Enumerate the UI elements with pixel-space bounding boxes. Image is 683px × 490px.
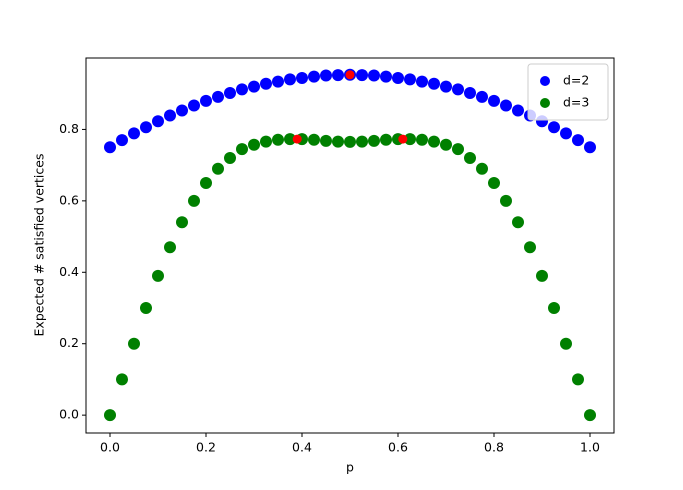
point: [404, 73, 416, 86]
point: [224, 152, 236, 164]
point: [212, 162, 224, 175]
point: [404, 133, 416, 146]
point: [260, 135, 272, 148]
point: [272, 75, 284, 88]
point: [236, 143, 248, 156]
legend-marker: [540, 76, 550, 86]
point: [344, 135, 356, 148]
point: [488, 94, 500, 107]
point: [428, 135, 440, 148]
point: [320, 134, 332, 147]
point: [548, 302, 560, 314]
point: [488, 177, 500, 189]
point: [584, 141, 596, 154]
point: [200, 94, 212, 107]
point: [452, 143, 464, 156]
point: [428, 77, 440, 90]
point: [452, 83, 464, 96]
point: [188, 99, 200, 112]
point: [380, 70, 392, 83]
point: [128, 337, 140, 350]
point: [308, 70, 320, 83]
point: [164, 241, 176, 254]
y-axis-label: Expected # satisfied vertices: [32, 154, 47, 337]
point: [392, 72, 404, 84]
x-tick-label: 0.2: [196, 440, 216, 455]
point: [104, 141, 116, 154]
point: [296, 72, 308, 84]
point: [152, 269, 164, 282]
y-tick-label: 0.8: [59, 121, 79, 136]
point: [500, 194, 512, 207]
y-tick-label: 0.6: [59, 192, 79, 207]
point: [236, 83, 248, 96]
x-tick-label: 0.4: [292, 440, 312, 455]
highlight-point: [345, 70, 355, 80]
point: [248, 138, 260, 151]
point: [476, 90, 488, 103]
point: [560, 127, 572, 140]
point: [272, 133, 284, 146]
point: [308, 133, 320, 146]
point: [572, 373, 584, 386]
legend-marker: [540, 98, 550, 108]
point: [560, 337, 572, 350]
point: [140, 302, 152, 314]
point: [512, 104, 524, 117]
point: [104, 409, 116, 422]
y-tick-label: 0.4: [59, 264, 79, 279]
point: [440, 80, 452, 93]
point: [212, 90, 224, 103]
x-axis-label: p: [346, 460, 354, 475]
y-tick-label: 0.0: [59, 407, 79, 422]
point: [332, 135, 344, 148]
x-tick-label: 0.8: [484, 440, 504, 455]
y-tick-label: 0.2: [59, 335, 79, 350]
point: [284, 133, 296, 146]
point: [116, 134, 128, 147]
point: [176, 216, 188, 229]
point: [368, 69, 380, 82]
point: [356, 135, 368, 148]
point: [176, 104, 188, 117]
point: [188, 194, 200, 207]
point: [152, 115, 164, 128]
point: [536, 269, 548, 282]
x-tick-label: 0.0: [100, 440, 120, 455]
point: [524, 241, 536, 254]
point: [332, 69, 344, 82]
point: [440, 138, 452, 151]
point: [416, 75, 428, 88]
x-tick-label: 1.0: [580, 440, 600, 455]
point: [548, 121, 560, 134]
point: [320, 69, 332, 82]
point: [224, 87, 236, 99]
point: [416, 133, 428, 146]
point: [380, 133, 392, 146]
highlight-point: [398, 134, 408, 144]
legend-label: d=3: [563, 95, 589, 110]
point: [368, 134, 380, 147]
point: [476, 162, 488, 175]
point: [572, 134, 584, 147]
point: [200, 177, 212, 189]
point: [128, 127, 140, 140]
point: [356, 69, 368, 82]
legend-label: d=2: [563, 73, 589, 88]
point: [584, 409, 596, 422]
plot-frame: [85, 57, 615, 434]
point: [116, 373, 128, 386]
point: [512, 216, 524, 229]
point: [464, 87, 476, 99]
point: [260, 77, 272, 90]
point: [500, 99, 512, 112]
point: [464, 152, 476, 164]
x-tick-label: 0.6: [388, 440, 408, 455]
point: [284, 73, 296, 86]
point: [164, 109, 176, 122]
highlight-point: [292, 134, 302, 144]
point: [140, 121, 152, 134]
point: [248, 80, 260, 93]
